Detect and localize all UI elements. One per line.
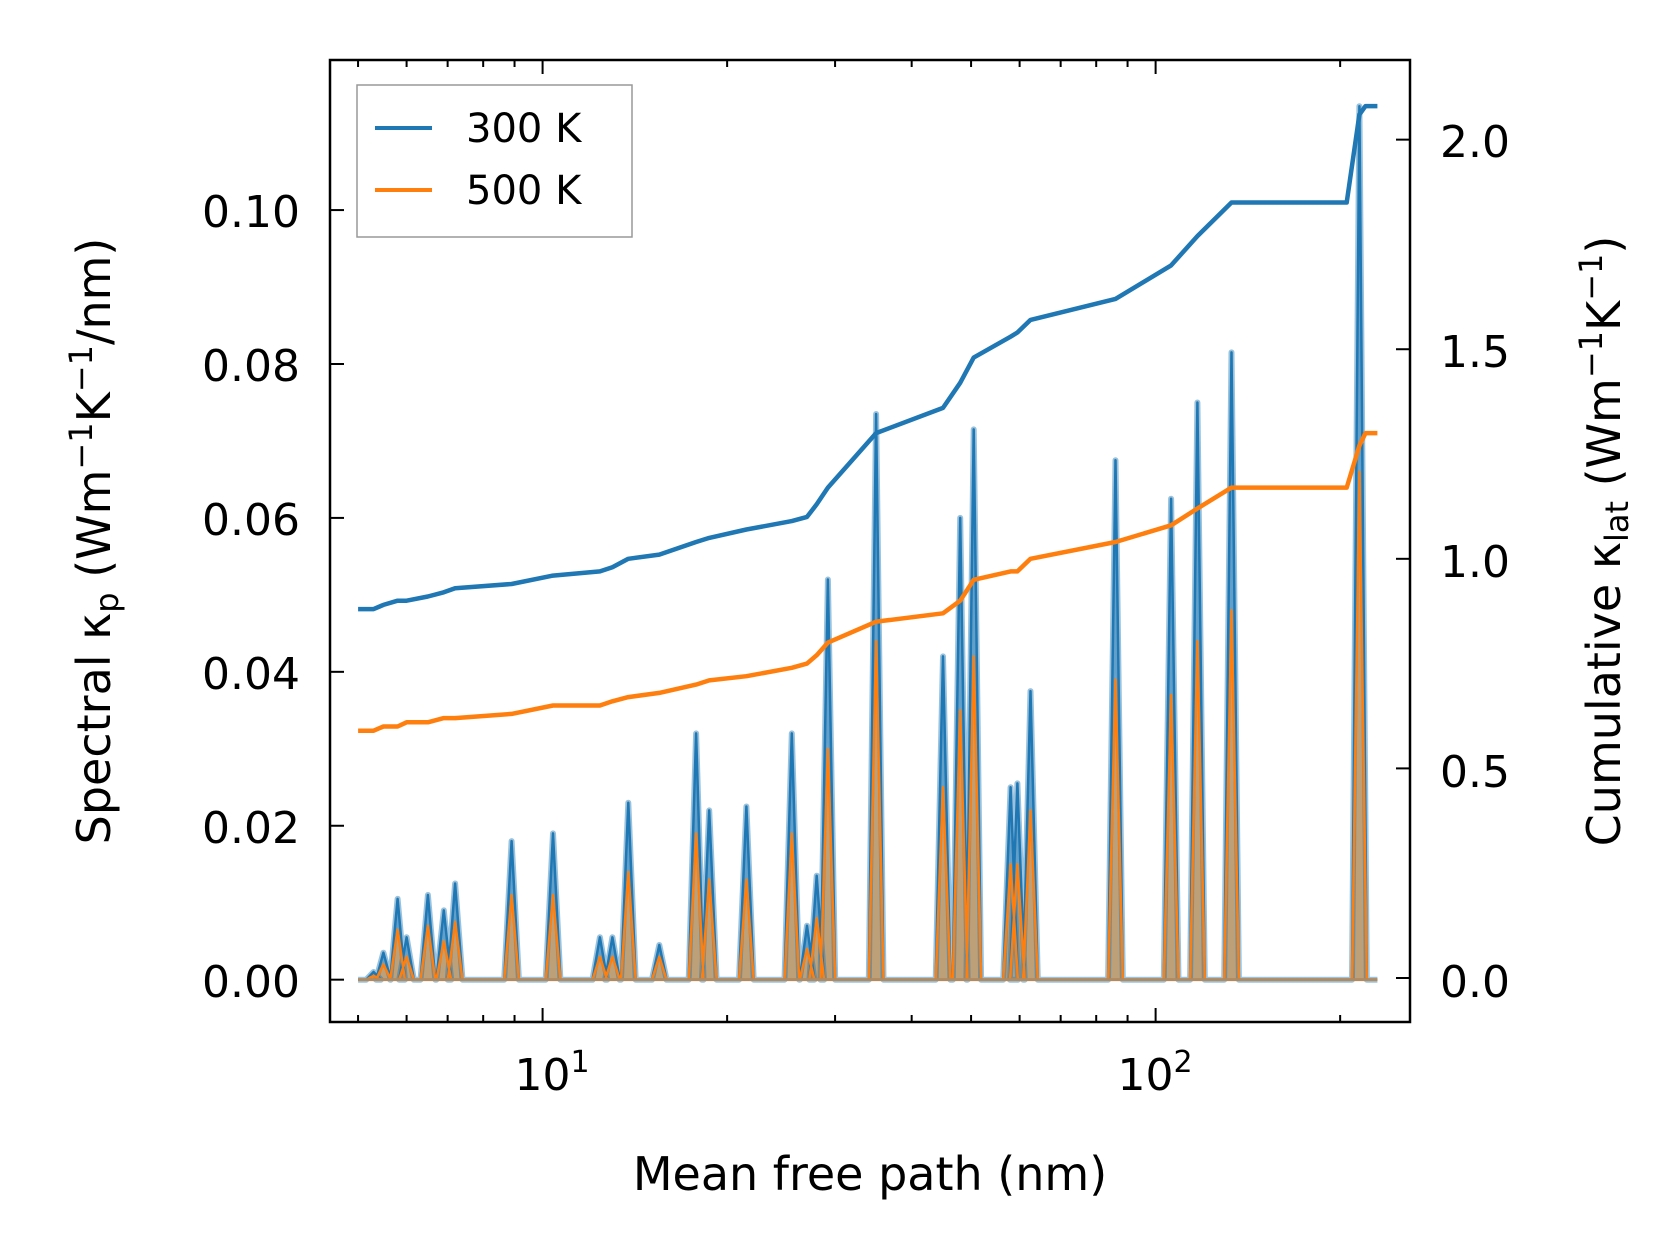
legend-box — [356, 84, 633, 238]
y-axis-label-left: Spectral κp (Wm−1K−1/nm) — [62, 238, 126, 845]
xtick-label-100: 102 — [1117, 1045, 1192, 1101]
ytick-right-3: 1.5 — [1440, 327, 1510, 378]
y-axis-label-right: Cumulative κlat (Wm−1K−1) — [1572, 236, 1636, 847]
xtick-label-10: 101 — [514, 1045, 589, 1101]
ytick-left-4: 0.08 — [202, 341, 300, 392]
legend-label-300k: 300 K — [466, 106, 583, 152]
spectral-500k-layer — [358, 470, 1378, 982]
cumulative-layer — [358, 103, 1378, 733]
cumulative-500k-line — [358, 430, 1378, 733]
ytick-right-1: 0.5 — [1440, 747, 1510, 798]
ytick-right-4: 2.0 — [1440, 117, 1510, 168]
plot-frame — [328, 58, 1412, 1024]
ytick-left-2: 0.04 — [202, 649, 300, 700]
x-axis-label: Mean free path (nm) — [633, 1147, 1107, 1201]
ytick-right-2: 1.0 — [1440, 537, 1510, 588]
ytick-left-3: 0.06 — [202, 495, 300, 546]
ytick-left-0: 0.00 — [202, 957, 300, 1008]
ytick-right-0: 0.0 — [1440, 957, 1510, 1008]
ytick-left-5: 0.10 — [202, 187, 300, 238]
legend-label-500k: 500 K — [466, 168, 583, 214]
cumulative-300k-line — [358, 103, 1378, 612]
ytick-left-1: 0.02 — [202, 803, 300, 854]
legend: 300 K 500 K — [356, 84, 633, 238]
